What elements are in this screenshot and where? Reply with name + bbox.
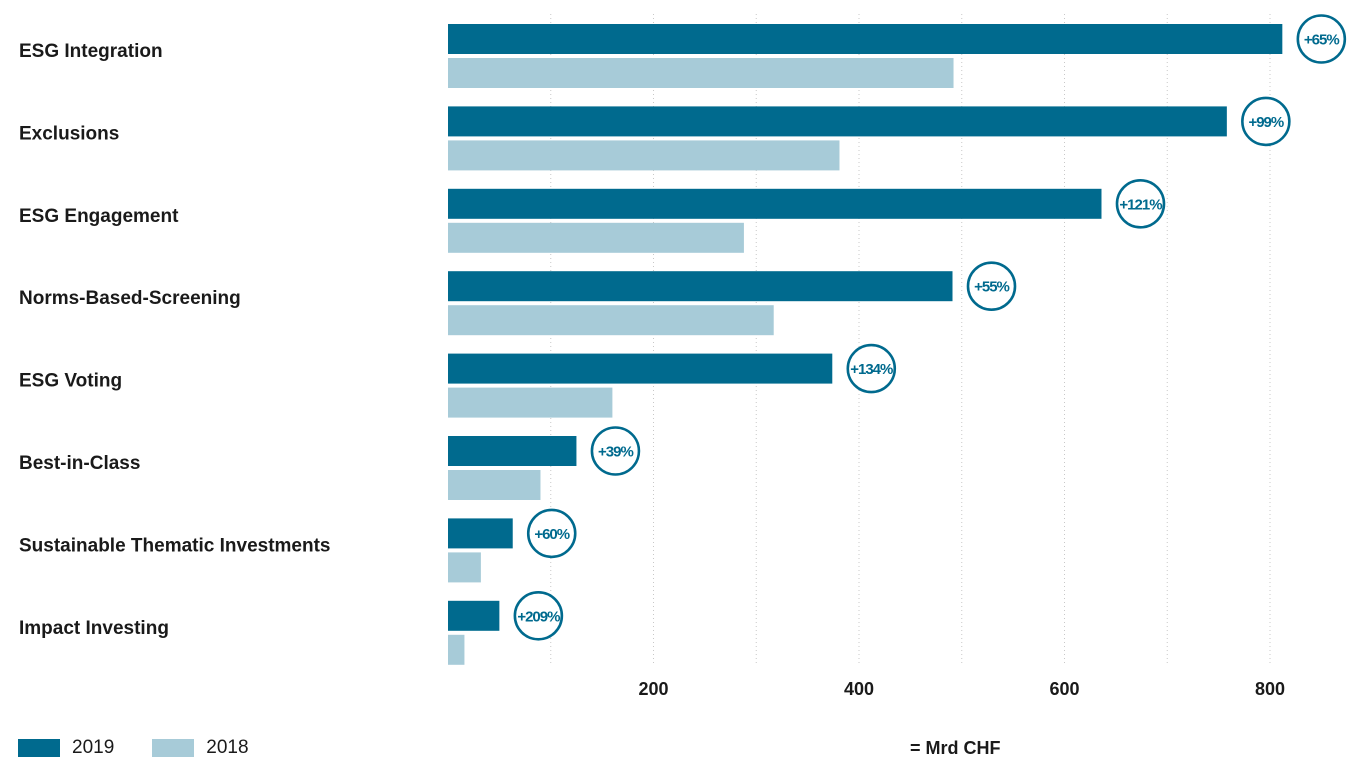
growth-label-norms-based-screening: +55% <box>974 279 1009 296</box>
growth-badges: +65% +99% +121% +55% +134% +39% +60% +209% <box>513 14 1347 641</box>
x-tick-label-200: 200 <box>638 679 668 699</box>
bar-2018-sustainable-thematic-investments <box>448 552 481 583</box>
growth-label-impact-investing: +209% <box>517 608 560 625</box>
category-labels: ESG Integration Exclusions ESG Engagement N… <box>19 41 331 639</box>
bar-2018-impact-investing <box>448 634 465 665</box>
category-label-best-in-class: Best-in-Class <box>19 453 140 474</box>
growth-label-sustainable-thematic-investments: +60% <box>534 526 569 543</box>
legend-item-2019: 2019 <box>18 737 114 759</box>
growth-label-esg-engagement: +121% <box>1119 196 1162 213</box>
bar-2019-esg-integration <box>448 24 1283 54</box>
legend: 2019 2018 <box>18 737 287 759</box>
category-label-exclusions: Exclusions <box>19 123 119 144</box>
growth-badge-best-in-class <box>590 426 641 476</box>
growth-badge-exclusions <box>1241 96 1291 147</box>
bars <box>448 24 1283 665</box>
bar-2019-esg-voting <box>448 353 833 384</box>
bar-2019-exclusions <box>448 106 1227 137</box>
category-label-esg-voting: ESG Voting <box>19 371 122 392</box>
legend-swatch-2018 <box>152 739 195 757</box>
bar-2019-norms-based-screening <box>448 271 953 302</box>
growth-badge-sustainable-thematic-investments <box>526 508 577 559</box>
legend-item-2018: 2018 <box>152 737 249 759</box>
legend-swatch-2019 <box>18 739 60 757</box>
legend-label-2018: 2018 <box>206 737 249 758</box>
legend-label-2019: 2019 <box>72 737 115 758</box>
growth-badge-esg-voting <box>846 343 897 394</box>
bar-2019-esg-engagement <box>448 188 1102 219</box>
growth-label-esg-integration: +65% <box>1304 32 1339 49</box>
x-tick-label-600: 600 <box>1049 679 1079 699</box>
x-tick-label-400: 400 <box>844 679 874 699</box>
bar-2019-best-in-class <box>448 436 577 466</box>
growth-badge-impact-investing <box>513 590 564 641</box>
growth-label-exclusions: +99% <box>1248 114 1283 131</box>
bar-2019-sustainable-thematic-investments <box>448 518 513 549</box>
bar-2018-esg-engagement <box>448 222 744 253</box>
bar-2019-impact-investing <box>448 600 500 631</box>
bar-2018-best-in-class <box>448 470 541 500</box>
growth-label-best-in-class: +39% <box>598 444 633 461</box>
bar-2018-norms-based-screening <box>448 305 774 336</box>
bar-chart: +65% +99% +121% +55% +134% +39% +60% +209% ESG … <box>19 14 1347 699</box>
bar-2018-exclusions <box>448 140 840 171</box>
category-label-norms-based-screening: Norms-Based-Screening <box>19 288 241 309</box>
x-tick-label-800: 800 <box>1255 679 1285 699</box>
category-label-esg-engagement: ESG Engagement <box>19 206 179 227</box>
bar-2018-esg-voting <box>448 387 613 418</box>
growth-badge-esg-integration <box>1296 14 1347 64</box>
bar-2018-esg-integration <box>448 58 954 88</box>
growth-badge-esg-engagement <box>1115 179 1166 229</box>
category-label-esg-integration: ESG Integration <box>19 41 163 62</box>
category-label-impact-investing: Impact Investing <box>19 618 169 639</box>
growth-badge-norms-based-screening <box>966 261 1017 312</box>
x-axis-ticks: 200 400 600 800 <box>638 679 1285 699</box>
unit-note: = Mrd CHF <box>910 738 1001 758</box>
growth-label-esg-voting: +134% <box>850 361 893 378</box>
category-label-sustainable-thematic-investments: Sustainable Thematic Investments <box>19 535 331 556</box>
